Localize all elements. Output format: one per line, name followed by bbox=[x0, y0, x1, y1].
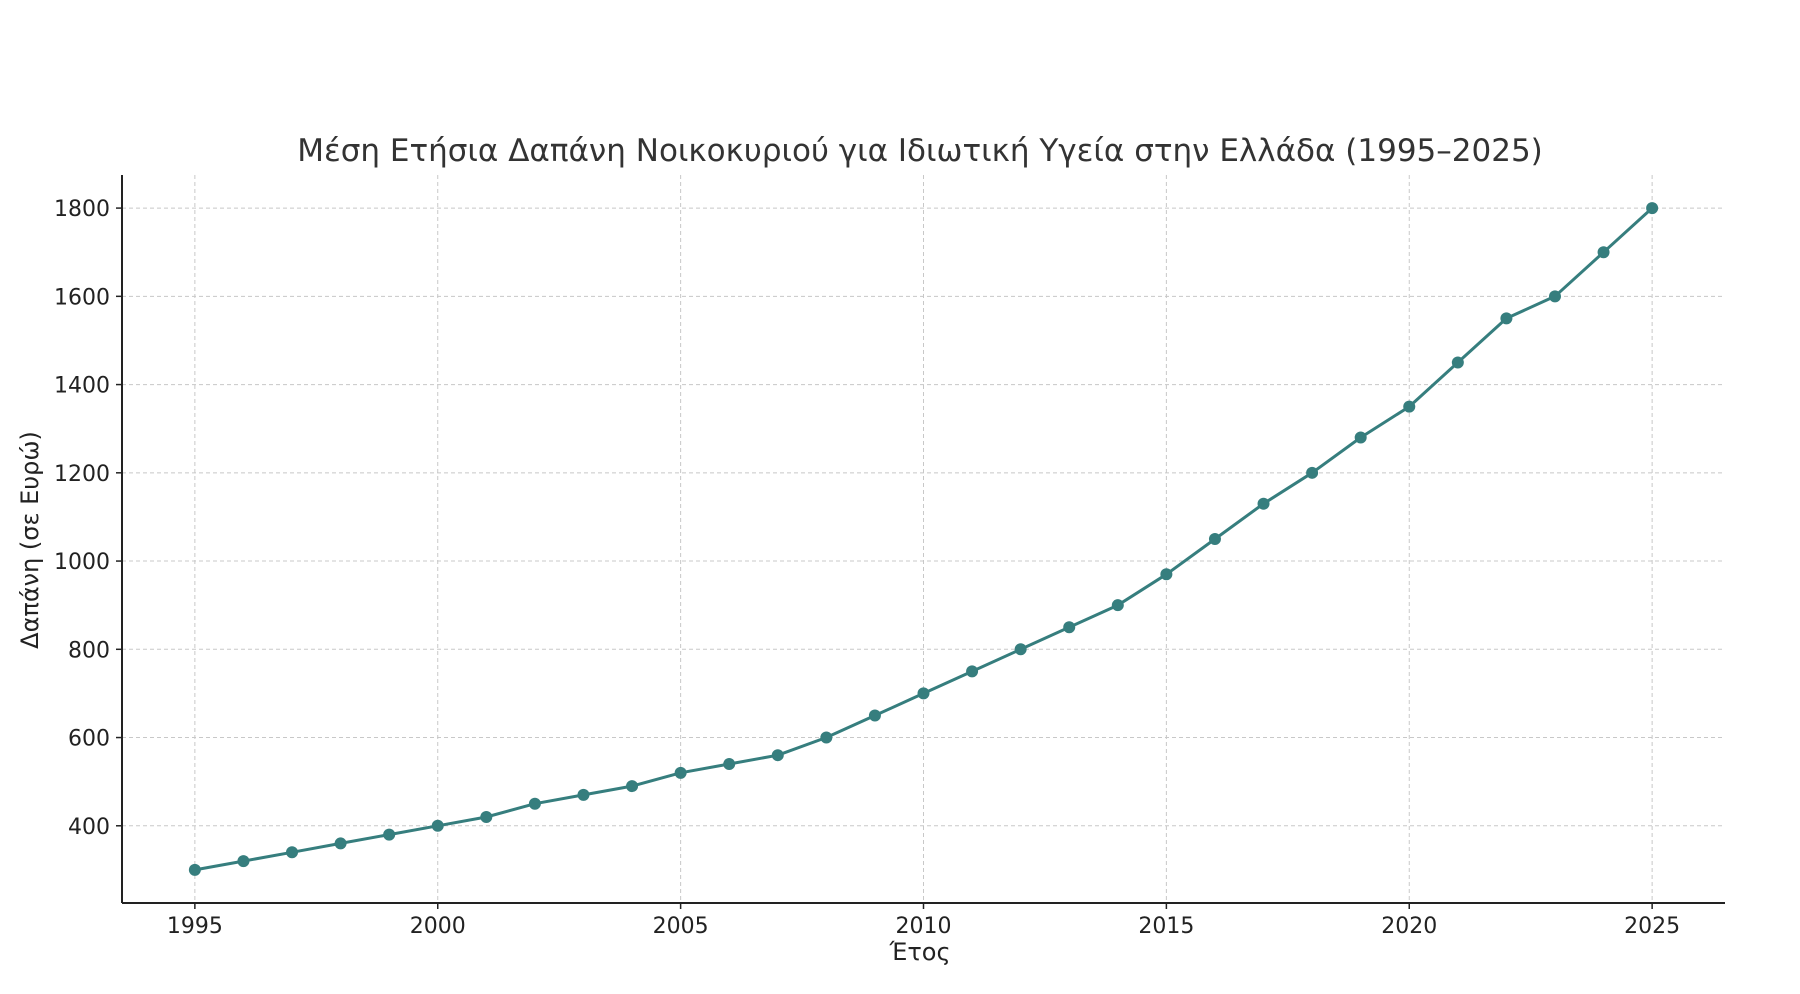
data-point bbox=[1500, 312, 1513, 325]
data-point bbox=[1548, 290, 1561, 303]
data-point bbox=[1257, 497, 1270, 510]
data-point bbox=[334, 837, 347, 850]
data-point bbox=[1451, 356, 1464, 369]
data-point bbox=[1014, 643, 1027, 656]
data-point bbox=[1063, 621, 1076, 634]
data-point bbox=[1160, 568, 1173, 581]
data-point bbox=[528, 797, 541, 810]
data-point bbox=[1208, 533, 1221, 545]
data-point bbox=[1646, 202, 1659, 215]
y-ticks: 400 600 800 1000 1200 1400 1600 1800 bbox=[54, 197, 122, 840]
data-point bbox=[1111, 599, 1124, 612]
data-point bbox=[1354, 431, 1367, 444]
data-point bbox=[383, 828, 396, 841]
data-point bbox=[577, 788, 590, 801]
data-point bbox=[674, 766, 687, 779]
data-point bbox=[188, 863, 201, 876]
x-tick-label: 2005 bbox=[653, 914, 709, 939]
y-axis-label: Δαπάνη (σε Ευρώ) bbox=[16, 431, 44, 649]
data-point bbox=[237, 855, 250, 868]
y-tick-label: 1600 bbox=[54, 285, 110, 310]
y-tick-label: 800 bbox=[68, 638, 110, 663]
x-tick-label: 2000 bbox=[410, 914, 466, 939]
x-tick-label: 2025 bbox=[1624, 914, 1680, 939]
data-point bbox=[771, 749, 784, 762]
y-tick-label: 1400 bbox=[54, 374, 110, 399]
data-point bbox=[1306, 466, 1319, 479]
y-tick-label: 1800 bbox=[54, 197, 110, 222]
data-point bbox=[966, 665, 979, 678]
y-tick-label: 1200 bbox=[54, 462, 110, 487]
data-point bbox=[431, 819, 444, 832]
series bbox=[188, 202, 1659, 876]
data-point bbox=[286, 846, 299, 859]
data-point bbox=[1597, 246, 1610, 259]
data-point bbox=[820, 731, 833, 744]
data-point bbox=[868, 709, 881, 722]
x-tick-label: 2015 bbox=[1138, 914, 1194, 939]
chart-title: Μέση Ετήσια Δαπάνη Νοικοκυριού για Ιδιωτ… bbox=[297, 133, 1543, 169]
x-tick-label: 1995 bbox=[167, 914, 223, 939]
y-tick-label: 400 bbox=[68, 815, 110, 840]
x-axis-label: Έτος bbox=[888, 938, 950, 966]
data-point bbox=[626, 780, 639, 793]
data-point bbox=[1403, 400, 1416, 413]
y-tick-label: 1000 bbox=[54, 550, 110, 575]
x-ticks: 1995 2000 2005 2010 2015 2020 2025 bbox=[167, 903, 1680, 939]
data-point bbox=[917, 687, 930, 700]
grid bbox=[122, 175, 1725, 903]
x-tick-label: 2020 bbox=[1381, 914, 1437, 939]
x-tick-label: 2010 bbox=[896, 914, 952, 939]
data-point bbox=[480, 810, 493, 823]
y-tick-label: 600 bbox=[68, 727, 110, 752]
data-point bbox=[723, 758, 736, 771]
